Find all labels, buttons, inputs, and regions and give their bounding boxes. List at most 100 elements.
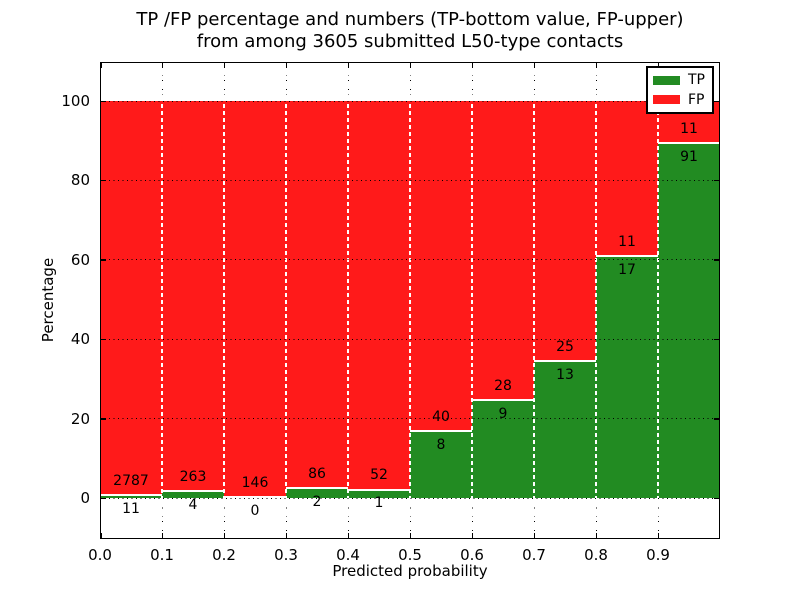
tp-count-label: 17: [618, 261, 636, 278]
tp-bar: [162, 492, 224, 498]
x-tick-label: 0.9: [646, 546, 670, 564]
x-tick: [285, 533, 287, 539]
tp-count-label: 2: [312, 493, 322, 510]
fp-count-label: 2787: [113, 473, 149, 490]
x-tick: [471, 62, 473, 68]
x-axis-label: Predicted probability: [332, 562, 488, 580]
y-gridline: [100, 259, 720, 261]
fp-count-label: 146: [241, 475, 269, 491]
x-tick: [595, 533, 597, 539]
x-tick-label: 0.6: [460, 546, 484, 564]
fp-count-label: 28: [494, 378, 512, 395]
legend-entry-tp: TP: [648, 73, 712, 87]
y-gridline: [100, 179, 720, 181]
x-tick: [223, 62, 225, 68]
tp-count-label: 0: [250, 503, 260, 519]
bar-edge-line: [533, 62, 535, 539]
tp-bar: [534, 362, 596, 498]
x-tick-label: 0.2: [212, 546, 236, 564]
y-gridline: [100, 497, 720, 499]
y-tick: [100, 100, 106, 102]
y-gridline: [100, 338, 720, 340]
y-tick: [714, 418, 720, 420]
y-tick-label: 60: [70, 250, 90, 269]
y-tick: [100, 497, 106, 499]
tp-bar: [286, 489, 348, 498]
fp-count-label: 11: [680, 120, 698, 137]
bar-edge-line: [409, 62, 411, 539]
x-tick: [533, 62, 535, 68]
y-gridline: [100, 418, 720, 420]
fp-count-label: 86: [308, 465, 326, 482]
y-tick: [100, 418, 106, 420]
bar-edge-line: [347, 62, 349, 539]
tp-bar: [348, 490, 410, 498]
tp-count-label: 9: [498, 406, 508, 423]
fp-bar: [596, 101, 658, 257]
legend: TP FP: [646, 66, 714, 114]
x-tick-label: 0.7: [522, 546, 546, 564]
x-tick: [347, 62, 349, 68]
x-tick: [595, 62, 597, 68]
x-tick-label: 0.3: [274, 546, 298, 564]
y-tick: [714, 338, 720, 341]
tp-bar: [658, 143, 720, 498]
fp-bar: [224, 101, 286, 498]
fp-count-label: 25: [556, 339, 574, 356]
x-tick: [285, 62, 287, 68]
bar-edge-line: [595, 62, 597, 539]
bar-edge-line: [285, 62, 287, 539]
y-tick: [714, 179, 720, 182]
fp-count-label: 52: [370, 467, 388, 484]
legend-label: TP: [688, 72, 705, 89]
chart-title: TP /FP percentage and numbers (TP-bottom…: [136, 9, 684, 30]
x-tick: [657, 62, 659, 68]
fp-bar: [100, 101, 162, 497]
y-tick: [714, 259, 720, 261]
tp-bar: [410, 431, 472, 498]
tp-count-label: 8: [436, 436, 446, 453]
tp-count-label: 1: [374, 495, 384, 512]
y-tick: [100, 338, 106, 341]
fp-count-label: 263: [179, 469, 207, 486]
x-tick-label: 0.8: [584, 546, 608, 564]
y-tick-label: 80: [70, 171, 90, 190]
bar-edge-line: [657, 62, 659, 539]
tp-legend-swatch: [653, 75, 680, 85]
fp-bar: [534, 101, 596, 363]
tp-bar: [596, 256, 658, 498]
plot-area: 2787 11 263 4 146 0 86 2 52 1 40 8 28 9 25 13 11 17 11 91: [100, 62, 720, 539]
y-tick-label: 40: [70, 330, 90, 349]
x-tick-label: 0.4: [336, 546, 360, 564]
tp-bar: [100, 496, 162, 498]
bar-edge-line: [161, 62, 163, 539]
fp-count-label: 11: [618, 233, 636, 250]
tp-bar: [472, 401, 534, 498]
fp-bar: [348, 101, 410, 491]
chart-title-block: TP /FP percentage and numbers (TP-bottom…: [100, 9, 720, 53]
tp-count-label: 4: [188, 497, 198, 514]
y-tick: [714, 497, 720, 499]
legend-label: FP: [688, 91, 705, 108]
chart-subtitle: from among 3605 submitted L50-type conta…: [196, 31, 624, 52]
x-tick: [533, 533, 535, 539]
legend-entry-fp: FP: [648, 93, 712, 107]
x-tick: [718, 62, 720, 68]
fp-bar: [410, 101, 472, 432]
fp-legend-swatch: [653, 95, 680, 105]
bar-edge-line: [223, 62, 225, 539]
x-tick-label: 0.1: [150, 546, 174, 564]
y-tick-label: 100: [61, 92, 90, 110]
x-tick-label: 0.0: [88, 546, 112, 564]
x-tick: [409, 62, 411, 68]
x-tick: [161, 533, 163, 539]
y-gridline: [100, 100, 720, 102]
tp-count-label: 13: [556, 367, 574, 384]
x-tick: [161, 62, 163, 68]
x-tick: [100, 533, 102, 539]
x-tick: [657, 533, 659, 539]
y-tick: [100, 179, 106, 182]
fp-bar: [472, 101, 534, 402]
x-tick: [223, 533, 225, 539]
